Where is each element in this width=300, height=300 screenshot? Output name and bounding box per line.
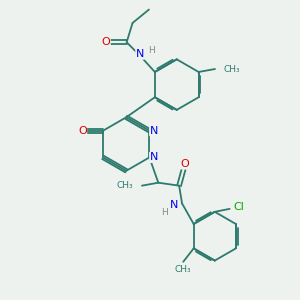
Text: O: O <box>78 126 87 136</box>
Text: CH₃: CH₃ <box>224 64 241 74</box>
Text: N: N <box>150 126 158 136</box>
Text: H: H <box>148 46 155 55</box>
Text: Cl: Cl <box>233 202 244 212</box>
Text: N: N <box>136 49 144 59</box>
Text: H: H <box>161 208 168 217</box>
Text: O: O <box>101 37 110 47</box>
Text: CH₃: CH₃ <box>116 181 133 190</box>
Text: N: N <box>150 152 158 162</box>
Text: N: N <box>169 200 178 210</box>
Text: CH₃: CH₃ <box>175 265 192 274</box>
Text: O: O <box>181 159 189 169</box>
